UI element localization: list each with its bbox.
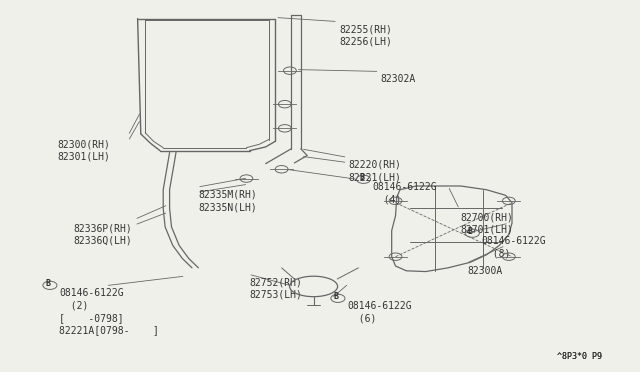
Text: 82255(RH)
82256(LH): 82255(RH) 82256(LH) bbox=[339, 24, 392, 46]
Text: 08146-6122G
  (6): 08146-6122G (6) bbox=[347, 301, 412, 324]
Text: 82300A: 82300A bbox=[467, 266, 502, 276]
Text: 82752(RH)
82753(LH): 82752(RH) 82753(LH) bbox=[250, 277, 303, 299]
Text: 08146-6122G
  (4): 08146-6122G (4) bbox=[372, 182, 437, 205]
Text: 82336P(RH)
82336Q(LH): 82336P(RH) 82336Q(LH) bbox=[74, 223, 132, 246]
Text: B: B bbox=[359, 173, 364, 182]
Text: 82335M(RH)
82335N(LH): 82335M(RH) 82335N(LH) bbox=[198, 190, 257, 212]
Text: B: B bbox=[333, 292, 339, 301]
Text: 82700(RH)
82701(LH): 82700(RH) 82701(LH) bbox=[461, 212, 514, 234]
Text: B: B bbox=[45, 279, 51, 288]
Text: 82302A: 82302A bbox=[381, 74, 416, 84]
Text: B: B bbox=[468, 227, 473, 236]
Text: 08146-6122G
  (2)
[    -0798]
82221A[0798-    ]: 08146-6122G (2) [ -0798] 82221A[0798- ] bbox=[59, 288, 159, 336]
Text: 08146-6122G
  (8): 08146-6122G (8) bbox=[481, 236, 546, 259]
Text: ^8P3*0 P9: ^8P3*0 P9 bbox=[557, 352, 602, 360]
Text: ^8P3*0 P9: ^8P3*0 P9 bbox=[557, 352, 602, 360]
Text: 82220(RH)
82221(LH): 82220(RH) 82221(LH) bbox=[349, 160, 402, 182]
Text: 82300(RH)
82301(LH): 82300(RH) 82301(LH) bbox=[58, 140, 111, 162]
